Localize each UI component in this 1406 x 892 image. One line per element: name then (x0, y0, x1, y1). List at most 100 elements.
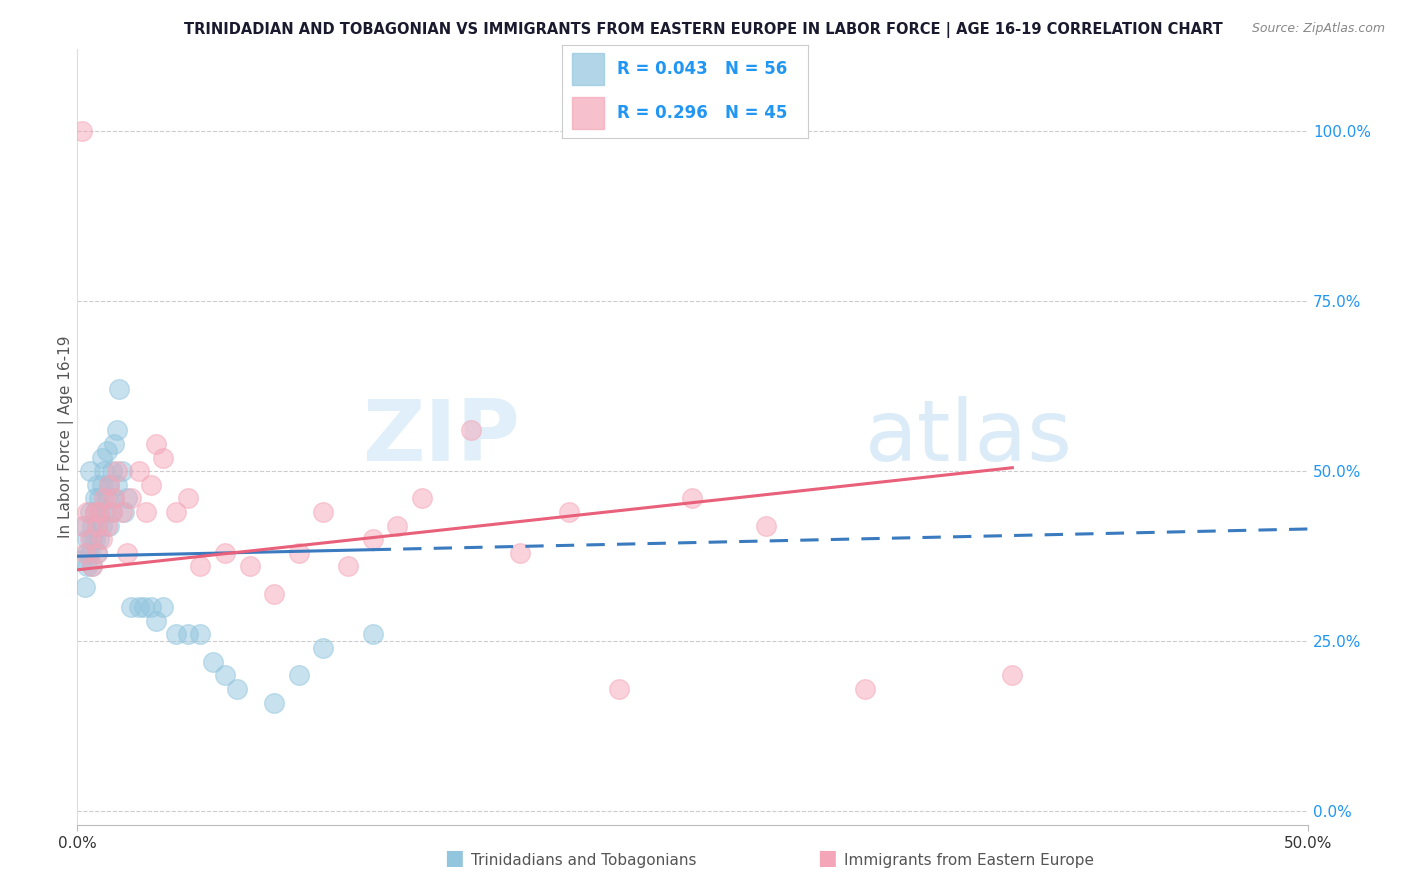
Point (165, 505, 187, 519)
Point (105, 477, 128, 491)
Point (79, 532, 101, 546)
Point (111, 464, 132, 478)
Point (96, 518, 118, 533)
Point (361, 627, 384, 641)
Point (201, 655, 224, 669)
Point (103, 437, 125, 451)
Point (96, 491, 118, 506)
Text: TRINIDADIAN AND TOBAGONIAN VS IMMIGRANTS FROM EASTERN EUROPE IN LABOR FORCE | AG: TRINIDADIAN AND TOBAGONIAN VS IMMIGRANTS… (184, 22, 1222, 38)
Point (90, 477, 114, 491)
Point (105, 464, 128, 478)
Point (385, 518, 409, 533)
Point (73, 546, 96, 560)
Point (188, 627, 212, 641)
Point (98, 518, 121, 533)
Point (128, 600, 150, 615)
Point (111, 505, 132, 519)
Point (86, 477, 108, 491)
Text: R = 0.043   N = 56: R = 0.043 N = 56 (616, 60, 787, 78)
Point (82, 532, 104, 546)
Point (90, 450, 114, 465)
Text: ■: ■ (444, 848, 464, 868)
Point (165, 627, 187, 641)
Text: ■: ■ (817, 848, 837, 868)
Point (460, 423, 482, 437)
Point (682, 491, 704, 506)
Point (108, 383, 131, 397)
Point (93, 464, 115, 478)
Point (145, 437, 167, 451)
Point (105, 423, 128, 437)
Point (152, 600, 174, 615)
Point (83, 532, 105, 546)
Point (90, 532, 114, 546)
Text: Trinidadians and Tobagonians: Trinidadians and Tobagonians (471, 853, 696, 868)
Point (101, 464, 124, 478)
Point (115, 491, 138, 506)
Point (312, 641, 335, 656)
Point (853, 681, 876, 696)
Point (101, 505, 124, 519)
Point (509, 546, 531, 560)
Point (70, 552, 93, 566)
Bar (572, 53, 605, 85)
Point (90, 518, 114, 533)
Point (89, 505, 111, 519)
Point (1001, 668, 1024, 682)
Point (128, 464, 150, 478)
Point (83, 505, 105, 519)
Point (112, 505, 135, 519)
Point (177, 627, 200, 641)
Point (73, 518, 96, 533)
Point (337, 559, 360, 574)
Y-axis label: In Labor Force | Age 16-19: In Labor Force | Age 16-19 (58, 335, 75, 539)
Point (93, 505, 115, 519)
Point (103, 491, 125, 506)
Point (288, 546, 311, 560)
Point (89, 532, 111, 546)
Point (152, 450, 174, 465)
Text: Immigrants from Eastern Europe: Immigrants from Eastern Europe (844, 853, 1094, 868)
Bar (572, 97, 605, 129)
Point (86, 518, 108, 533)
Point (82, 559, 104, 574)
Point (86, 546, 108, 560)
Point (135, 505, 157, 519)
Point (73, 580, 96, 594)
Point (141, 600, 163, 615)
Point (755, 518, 778, 533)
Point (239, 559, 262, 574)
Point (214, 546, 236, 560)
Point (361, 532, 384, 546)
Point (132, 600, 155, 615)
Point (558, 505, 581, 519)
Point (86, 518, 108, 533)
Point (93, 491, 115, 506)
Point (177, 491, 200, 506)
Point (214, 668, 236, 682)
Point (96, 443, 118, 458)
Point (83, 491, 105, 506)
Text: Source: ZipAtlas.com: Source: ZipAtlas.com (1251, 22, 1385, 36)
Point (89, 505, 111, 519)
Point (101, 505, 124, 519)
Point (145, 614, 167, 628)
Point (226, 681, 249, 696)
Text: ZIP: ZIP (363, 395, 520, 479)
Point (86, 546, 108, 560)
Point (83, 505, 105, 519)
Text: atlas: atlas (865, 395, 1073, 479)
Text: R = 0.296   N = 45: R = 0.296 N = 45 (616, 104, 787, 122)
Point (70, 124, 93, 138)
Point (263, 696, 285, 710)
Point (70, 518, 93, 533)
Point (89, 491, 111, 506)
Point (312, 505, 335, 519)
Point (607, 681, 630, 696)
Point (188, 559, 212, 574)
Point (82, 518, 104, 533)
Point (76, 505, 98, 519)
Point (115, 546, 138, 560)
Point (98, 477, 121, 491)
Point (76, 546, 98, 560)
